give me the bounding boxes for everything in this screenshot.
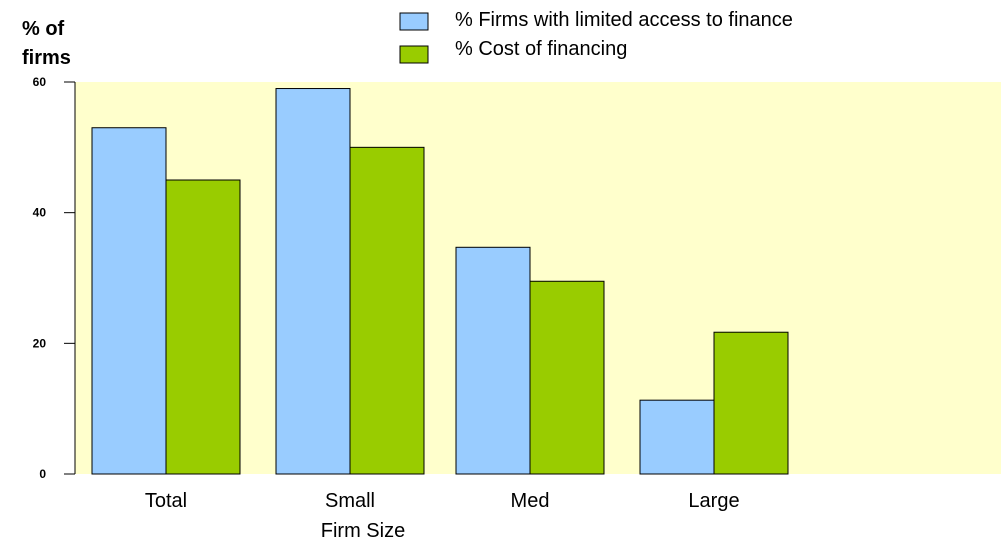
legend-swatch-series-1 xyxy=(399,12,429,31)
x-axis-title: Firm Size xyxy=(321,520,405,539)
y-axis-title-line-1: % of xyxy=(22,18,65,40)
y-ticks-group: 0 20 40 60 xyxy=(33,75,75,481)
legend-swatch-series-2 xyxy=(399,45,429,64)
y-tick-label-20: 20 xyxy=(33,336,47,350)
bar-med-series-2 xyxy=(529,280,605,475)
y-tick-label-40: 40 xyxy=(33,206,47,220)
bar-small-series-1 xyxy=(275,88,351,475)
bar-total-series-2 xyxy=(165,179,241,475)
bar-med-series-1 xyxy=(455,246,531,475)
x-category-label-small: Small xyxy=(325,490,375,512)
legend-label-series-1: % Firms with limited access to finance xyxy=(455,9,793,31)
x-labels-group: Total Small Med Large xyxy=(145,490,740,512)
y-tick-label-60: 60 xyxy=(33,75,47,89)
x-category-label-total: Total xyxy=(145,490,187,512)
legend: % Firms with limited access to finance %… xyxy=(399,9,793,64)
bar-large-series-1 xyxy=(639,399,715,475)
bar-total-series-1 xyxy=(91,127,167,475)
bar-small-series-2 xyxy=(349,146,425,475)
x-category-label-large: Large xyxy=(688,490,739,512)
y-tick-label-0: 0 xyxy=(39,467,46,481)
legend-label-series-2: % Cost of financing xyxy=(455,38,627,60)
x-category-label-med: Med xyxy=(511,490,550,512)
y-axis-title-line-2: firms xyxy=(22,47,71,69)
bar-large-series-2 xyxy=(713,331,789,475)
bars-group xyxy=(91,88,789,475)
